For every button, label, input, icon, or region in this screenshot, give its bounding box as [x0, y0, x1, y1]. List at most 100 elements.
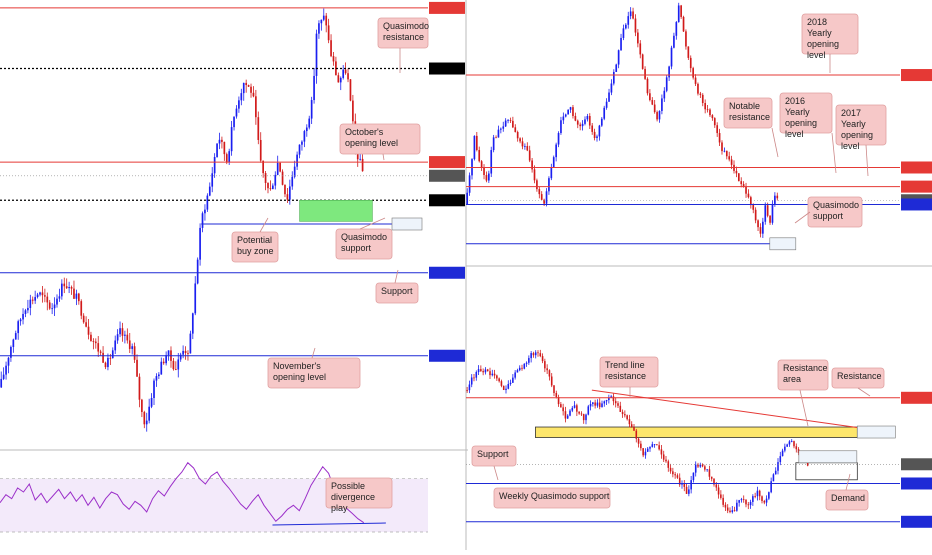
candle-body [77, 293, 80, 302]
candle-body [538, 189, 541, 195]
candle-body [614, 401, 617, 404]
candle-body [745, 186, 747, 194]
candle-body [498, 378, 500, 382]
candle-body [255, 96, 257, 118]
candle-body [694, 464, 697, 473]
candle-body [564, 114, 567, 117]
candle-body [2, 374, 5, 379]
candle-body [155, 376, 158, 381]
candle-body [697, 464, 699, 467]
candle-body [672, 471, 674, 475]
candle-body [468, 175, 471, 193]
candle-body [795, 446, 798, 450]
candle-body [793, 441, 795, 447]
candle-body [361, 158, 364, 172]
candle-body [562, 407, 564, 412]
candle-body [158, 374, 160, 377]
candle-body [629, 11, 632, 17]
candle-body [44, 295, 46, 297]
candle-body [0, 378, 3, 388]
candle-body [242, 82, 245, 94]
candle-body [507, 383, 510, 389]
candle-body [581, 123, 584, 127]
candle-body [492, 137, 495, 151]
level-label-box [429, 266, 465, 279]
annotation-leader [865, 144, 869, 177]
candle-body [720, 494, 722, 498]
candle-body [539, 353, 542, 357]
annotation-text: Quasimodo support [813, 200, 859, 221]
candle-body [497, 129, 500, 138]
candle-body [150, 398, 153, 407]
candle-body [665, 77, 668, 91]
candle-body [571, 407, 574, 411]
candle-body [269, 188, 272, 190]
annotation-line: Resistance [783, 363, 828, 373]
candle-body [466, 192, 469, 205]
candle-body [757, 220, 759, 228]
annotation-line: Yearly [807, 28, 832, 38]
candle-body [592, 402, 594, 405]
candle-body [768, 492, 770, 499]
candle-body [786, 444, 788, 447]
candle-body [315, 33, 318, 76]
candle-body [637, 32, 639, 44]
candle-body [521, 367, 523, 369]
candle-body [247, 85, 250, 87]
candle-body [184, 350, 187, 353]
annotation-line: Trend line [605, 360, 645, 370]
candle-body [612, 71, 615, 84]
candle-body [663, 90, 666, 99]
annotation-leader [794, 211, 811, 224]
candle-body [473, 377, 475, 379]
candle-body [138, 376, 141, 400]
candle-body [60, 283, 63, 297]
annotation-line: Yearly [785, 107, 810, 117]
candle-body [480, 369, 482, 372]
candle-body [495, 137, 497, 139]
candle-body [579, 124, 582, 127]
candle-body [65, 286, 68, 289]
candle-body [701, 94, 704, 104]
candle-body [736, 502, 738, 511]
candle-body [584, 119, 586, 124]
candle-body [682, 16, 685, 32]
candle-body [580, 413, 583, 415]
buy-zone [299, 199, 373, 222]
candle-body [252, 92, 255, 97]
candle-body [640, 443, 642, 449]
candle-body [131, 346, 134, 349]
candle-body [478, 150, 481, 162]
candle-body [658, 110, 661, 120]
candle-body [516, 132, 519, 139]
candle-body [286, 194, 289, 200]
candle-body [658, 445, 660, 450]
candle-body [610, 83, 613, 93]
annotation-box [825, 489, 869, 511]
candle-body [562, 116, 565, 121]
candle-body [485, 175, 488, 181]
candle-body [634, 18, 637, 33]
candle-body [653, 104, 656, 113]
candle-body [347, 73, 349, 80]
candle-body [114, 340, 117, 351]
candle-body [264, 173, 267, 183]
annotation-box [325, 477, 393, 509]
annotation-box [723, 97, 773, 129]
annotation-line: buy zone [237, 246, 274, 256]
resistance-area [535, 426, 858, 438]
candle-body [704, 466, 706, 470]
candle-body [39, 292, 41, 295]
annotation-line: opening [785, 118, 817, 128]
candle-body [284, 184, 286, 195]
candle-body [572, 107, 574, 116]
annotation-line: Demand [831, 493, 865, 503]
candle-body [160, 361, 163, 375]
candle-body [557, 133, 560, 145]
level-label-box [429, 194, 465, 207]
annotation-text: Potential buy zone [237, 235, 274, 256]
candle-body [637, 438, 640, 444]
candle-body [12, 339, 15, 347]
candle-body [674, 474, 676, 476]
candle-body [594, 402, 596, 406]
